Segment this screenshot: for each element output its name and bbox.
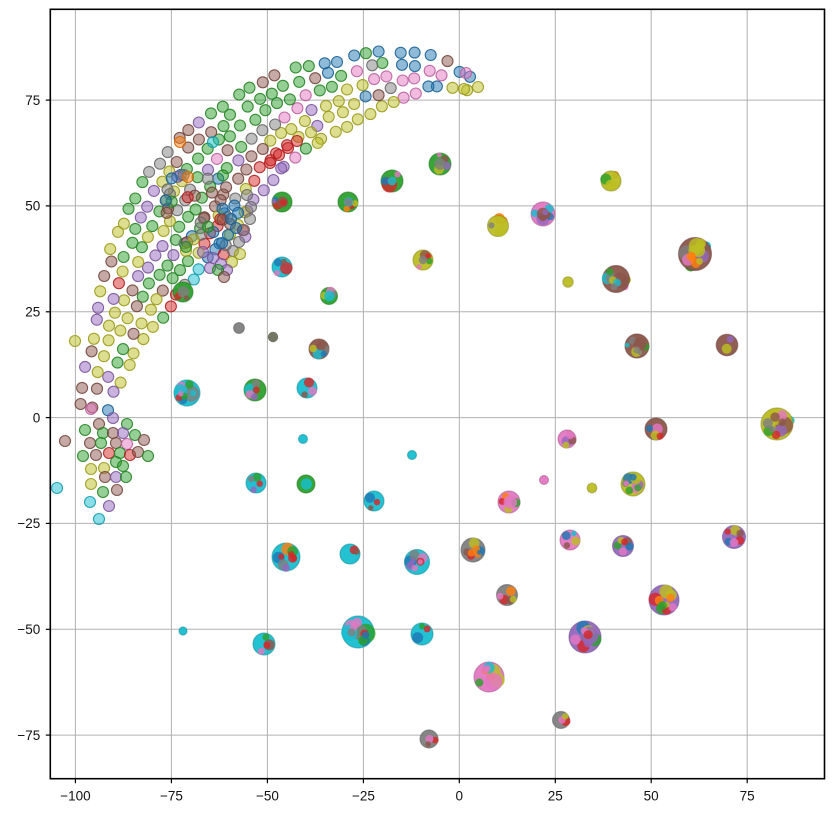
svg-text:−100: −100 bbox=[60, 789, 90, 804]
svg-text:−75: −75 bbox=[17, 728, 40, 743]
svg-text:−25: −25 bbox=[352, 789, 375, 804]
svg-text:25: 25 bbox=[548, 789, 563, 804]
svg-text:25: 25 bbox=[25, 305, 40, 320]
svg-text:−25: −25 bbox=[17, 516, 40, 531]
svg-text:0: 0 bbox=[456, 789, 464, 804]
svg-text:−50: −50 bbox=[256, 789, 279, 804]
svg-text:75: 75 bbox=[25, 93, 40, 108]
svg-text:0: 0 bbox=[33, 410, 41, 425]
svg-text:50: 50 bbox=[644, 789, 659, 804]
svg-text:−75: −75 bbox=[160, 789, 183, 804]
svg-text:50: 50 bbox=[25, 199, 40, 214]
svg-text:−50: −50 bbox=[17, 622, 40, 637]
svg-text:75: 75 bbox=[740, 789, 755, 804]
